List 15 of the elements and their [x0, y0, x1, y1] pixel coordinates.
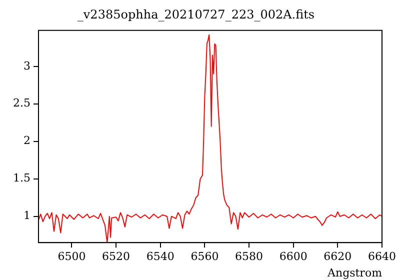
x-tick-label: 6580 — [235, 250, 264, 264]
y-tick-label: 2 — [23, 134, 30, 148]
x-tick-label: 6600 — [279, 250, 308, 264]
y-tick-label: 1 — [23, 209, 30, 222]
y-tick-label: 1.5 — [12, 172, 30, 185]
chart-title: _v2385ophha_20210727_223_002A.fits — [77, 7, 315, 22]
x-tick-label: 6520 — [102, 250, 130, 264]
x-tick-label: 6640 — [368, 250, 396, 264]
x-tick-label: 6560 — [190, 250, 219, 264]
x-tick-label: 6540 — [146, 250, 174, 264]
x-tick-label: 6500 — [58, 250, 86, 264]
x-axis-title: Angstrom — [326, 266, 383, 280]
x-tick-label: 6620 — [324, 250, 352, 264]
y-tick-label: 3 — [23, 59, 30, 72]
y-tick-label: 2.5 — [12, 96, 30, 110]
